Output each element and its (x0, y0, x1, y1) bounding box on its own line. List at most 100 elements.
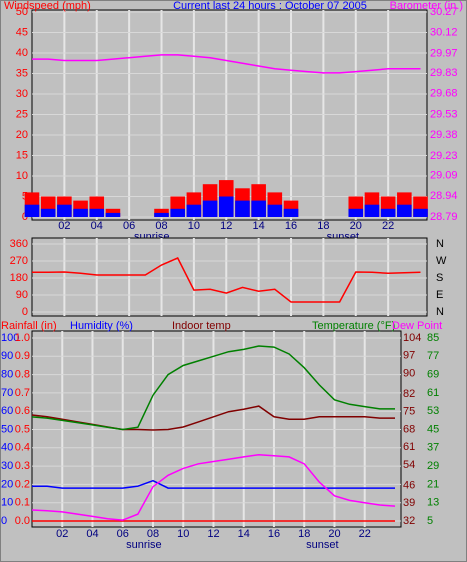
y2-tick-label: 54 (403, 459, 415, 471)
x-tick-label: 20 (350, 220, 362, 232)
bar (364, 204, 380, 217)
legend-label: Barometer (in.) (390, 0, 463, 12)
x-tick-label: 18 (298, 528, 310, 540)
bar (105, 212, 121, 217)
y2-tick-label: 75 (403, 406, 415, 418)
y2-tick-label: 29.38 (430, 129, 458, 141)
y-tick-label: 50 (1, 423, 13, 435)
x-tick-label: 06 (123, 220, 135, 232)
y2-tick-label: S (436, 272, 443, 284)
x-tick-label: 18 (317, 220, 329, 232)
bar (235, 200, 250, 217)
y-tick-label: 80 (1, 369, 13, 381)
y-tick-label: 180 (10, 272, 28, 284)
y2-tick-label: 30.12 (430, 27, 458, 39)
x-tick-label: 12 (207, 528, 219, 540)
y3-tick-label: 0.1 (15, 497, 30, 509)
x-tick-label: 08 (155, 220, 167, 232)
x-tick-label: 04 (86, 528, 98, 540)
x-tick-label: 12 (220, 220, 232, 232)
y2-tick-label: E (436, 289, 443, 301)
y2-tick-label: 61 (403, 441, 415, 453)
y3-tick-label: 0.6 (15, 405, 30, 417)
y-tick-label: 30 (16, 88, 28, 100)
y-tick-label: 10 (1, 497, 13, 509)
x-tick-label: 22 (359, 528, 371, 540)
legend-label: Rainfall (in) (1, 320, 57, 332)
y2-tick-label: 32 (403, 515, 415, 527)
y4-tick-label: 45 (427, 423, 439, 435)
y2-tick-label: 104 (403, 332, 421, 344)
y2-tick-label: W (436, 255, 447, 267)
y4-tick-label: 5 (427, 515, 433, 527)
y2-tick-label: 29.53 (430, 108, 458, 120)
y4-tick-label: 29 (427, 460, 439, 472)
x-tick-label: 16 (285, 220, 297, 232)
annotation: sunset (306, 539, 338, 551)
x-tick-label: 02 (56, 528, 68, 540)
y2-tick-label: 29.09 (430, 169, 458, 181)
bar (380, 208, 396, 217)
y2-tick-label: 46 (403, 479, 415, 491)
y2-tick-label: 29.97 (430, 47, 458, 59)
y2-tick-label: 29.83 (430, 67, 458, 79)
x-tick-label: 10 (188, 220, 200, 232)
y-tick-label: 15 (16, 149, 28, 161)
y-tick-label: 25 (16, 108, 28, 120)
bar (251, 200, 266, 217)
bar (348, 208, 364, 217)
bar (89, 208, 105, 217)
bar (218, 196, 234, 217)
series-line (31, 345, 395, 431)
bar (202, 200, 218, 217)
y3-tick-label: 0.4 (15, 442, 30, 454)
y-tick-label: 0 (22, 306, 28, 318)
y-tick-label: 30 (1, 460, 13, 472)
y-tick-label: 0 (1, 515, 7, 527)
y3-tick-label: 0.5 (15, 423, 30, 435)
y3-tick-label: 0.2 (15, 478, 30, 490)
x-tick-label: 10 (177, 528, 189, 540)
y4-tick-label: 13 (427, 497, 439, 509)
y-tick-label: 90 (16, 289, 28, 301)
x-tick-label: 06 (117, 528, 129, 540)
x-tick-label: 08 (147, 528, 159, 540)
bar (186, 204, 202, 217)
y2-tick-label: N (436, 306, 444, 318)
y3-tick-label: 0.3 (15, 460, 30, 472)
y4-tick-label: 61 (427, 387, 439, 399)
x-tick-label: 02 (58, 220, 70, 232)
x-tick-label: 04 (91, 220, 103, 232)
y2-tick-label: 97 (403, 350, 415, 362)
y2-tick-label: 39 (403, 497, 415, 509)
bar (397, 204, 412, 217)
y4-tick-label: 53 (427, 405, 439, 417)
bar (73, 208, 88, 217)
y-tick-label: 20 (1, 478, 13, 490)
legend-label: Dew Point (392, 320, 442, 332)
y-tick-label: 360 (10, 238, 28, 250)
y-tick-label: 45 (16, 26, 28, 38)
y2-tick-label: 28.79 (430, 211, 458, 223)
y-tick-label: 40 (16, 47, 28, 59)
y-tick-label: 70 (1, 387, 13, 399)
bar (24, 204, 40, 217)
y-tick-label: 60 (1, 405, 13, 417)
y4-tick-label: 85 (427, 332, 439, 344)
annotation: sunrise (126, 539, 161, 551)
bar (57, 204, 72, 217)
bar (267, 204, 283, 217)
bar (40, 208, 56, 217)
y-tick-label: 50 (16, 6, 28, 18)
y3-tick-label: 1.0 (15, 332, 30, 344)
series-line (32, 479, 395, 489)
y2-tick-label: 30.27 (430, 6, 458, 18)
y-tick-label: 20 (16, 129, 28, 141)
bar (154, 212, 169, 217)
y-tick-label: 270 (10, 255, 28, 267)
y4-tick-label: 21 (427, 478, 439, 490)
y2-tick-label: 68 (403, 423, 415, 435)
y-tick-label: 90 (1, 350, 13, 362)
y3-tick-label: 0.7 (15, 387, 30, 399)
